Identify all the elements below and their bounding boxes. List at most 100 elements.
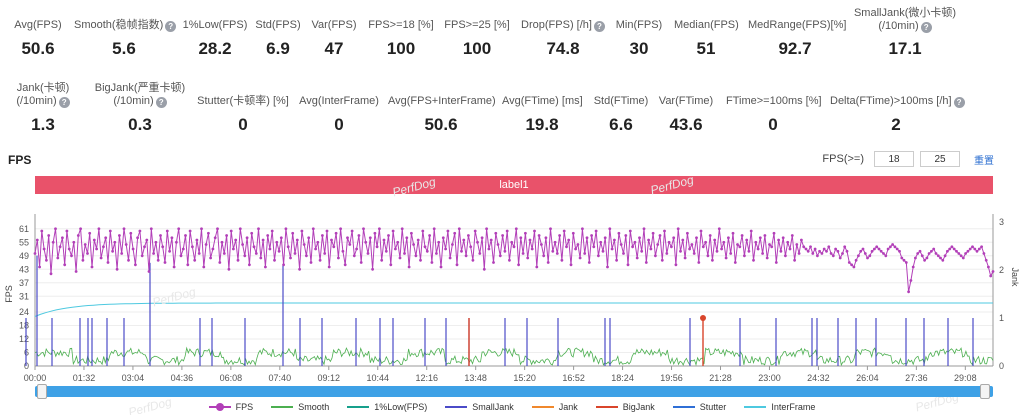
slider-handle-right[interactable]: [980, 384, 990, 399]
fps-point: [818, 249, 821, 253]
fps-point: [145, 238, 149, 242]
fps-point: [587, 261, 591, 264]
fps-point: [968, 247, 972, 251]
fps-point: [453, 231, 457, 235]
fps-point: [952, 247, 956, 251]
fps-point: [971, 245, 974, 249]
x-tick-label: 19:56: [660, 373, 683, 383]
label-bar[interactable]: label1: [35, 176, 993, 194]
fps-point: [471, 258, 475, 262]
fps-point: [768, 243, 771, 246]
metric-value: 5.6: [112, 39, 136, 58]
fps-point: [608, 227, 612, 231]
fps-point: [676, 227, 680, 231]
fps-point: [601, 249, 605, 253]
metric-jank: Jank(卡顿) (/10min)? 1.3: [8, 82, 78, 135]
legend-item[interactable]: SmallJank: [445, 402, 514, 412]
fps-point: [140, 254, 144, 258]
fps-point: [99, 256, 103, 260]
legend-item[interactable]: Jank: [531, 402, 578, 412]
fps-point: [542, 254, 546, 258]
help-icon[interactable]: ?: [593, 21, 605, 32]
fps-threshold-input-1[interactable]: [874, 151, 914, 167]
legend-item[interactable]: FPS: [208, 402, 253, 412]
metric-label: BigJank(严重卡顿): [94, 82, 186, 94]
fps-point: [932, 247, 936, 251]
fps-point: [519, 236, 523, 240]
legend-label: 1%Low(FPS): [374, 402, 428, 412]
fps-point: [204, 243, 208, 246]
fps-point: [67, 247, 71, 251]
metric-label: Min(FPS): [615, 19, 663, 31]
fps-point: [501, 234, 504, 237]
reset-link[interactable]: 重置: [974, 155, 994, 167]
fps-point: [254, 252, 258, 255]
watermark: PerfDog: [150, 284, 198, 310]
fps-point: [658, 234, 662, 237]
fps-point: [927, 252, 931, 255]
fps-point: [816, 254, 819, 258]
fps-point: [825, 249, 828, 253]
metric-value: 1.3: [31, 115, 55, 134]
legend-item[interactable]: 1%Low(FPS): [347, 402, 427, 412]
fps-point: [425, 249, 429, 253]
fps-point: [740, 234, 744, 237]
fps-point: [781, 236, 785, 240]
fps-point: [891, 243, 894, 246]
slider-handle-left[interactable]: [37, 384, 47, 399]
legend-swatch: [744, 406, 767, 408]
legend-item[interactable]: BigJank: [595, 402, 655, 412]
fps-threshold-input-2[interactable]: [920, 151, 960, 167]
fps-point: [920, 254, 924, 258]
x-tick-label: 07:40: [269, 373, 292, 383]
legend-item[interactable]: Stutter: [672, 402, 726, 412]
fps-point: [149, 227, 153, 231]
fps-point: [599, 240, 603, 244]
fps-point: [49, 272, 53, 276]
fps-point: [79, 227, 82, 231]
metric-smalljank: SmallJank(微小卡顿) (/10min)? 17.1: [850, 7, 960, 59]
fps-point: [277, 249, 281, 253]
fps-point: [321, 234, 324, 237]
metric-value: 51: [696, 39, 716, 58]
legend-item[interactable]: InterFrame: [744, 402, 815, 412]
metric-label: Var(FTime): [658, 95, 714, 107]
help-icon[interactable]: ?: [920, 22, 932, 33]
y-tick-label: 43: [19, 264, 29, 274]
metric-label: SmallJank(微小卡顿): [853, 7, 957, 19]
fps-point: [63, 263, 67, 267]
fps-point: [469, 245, 473, 249]
metric-value: 92.7: [778, 39, 812, 58]
fps-threshold-label: FPS(>=): [822, 153, 864, 165]
fps-point: [695, 236, 698, 240]
fps-point: [859, 249, 863, 253]
fps-point: [836, 249, 840, 253]
fps-point: [391, 229, 395, 233]
fps-point: [227, 267, 231, 271]
fps-point: [248, 263, 251, 267]
fps-point: [147, 270, 151, 273]
smooth-series-line: [34, 346, 994, 367]
fps-point: [375, 245, 379, 249]
fps-point: [113, 240, 117, 244]
fps-point: [576, 243, 580, 246]
fps-point: [505, 229, 509, 233]
help-icon[interactable]: ?: [953, 97, 965, 108]
help-icon[interactable]: ?: [58, 97, 70, 108]
help-icon[interactable]: ?: [165, 21, 177, 32]
fps-point: [302, 243, 306, 246]
fps-point: [779, 249, 783, 253]
fps-point: [544, 236, 548, 240]
x-tick-label: 24:32: [807, 373, 830, 383]
y2-tick-label: 0: [999, 361, 1004, 371]
time-range-slider[interactable]: [35, 386, 993, 397]
fps-point: [106, 261, 110, 264]
fps-point: [362, 227, 365, 231]
fps-point: [713, 238, 717, 242]
help-icon[interactable]: ?: [155, 97, 167, 108]
fps-point: [316, 240, 320, 244]
fps-point: [489, 238, 493, 242]
legend-item[interactable]: Smooth: [271, 402, 329, 412]
fps-point: [984, 258, 988, 262]
